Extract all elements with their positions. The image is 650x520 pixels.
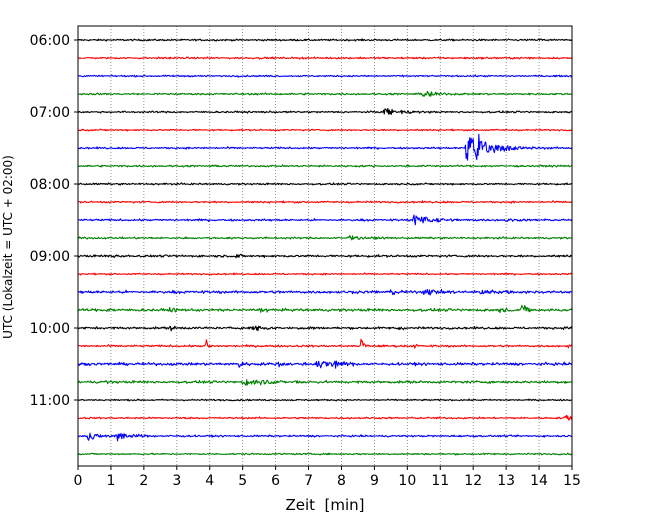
plot-frame	[77, 25, 573, 467]
x-tick-label: 10	[398, 473, 416, 489]
trace-1030	[77, 360, 573, 369]
plot-area	[78, 26, 572, 466]
y-tick-label: 11:00	[30, 393, 70, 409]
y-tick-label: 08:00	[30, 177, 70, 193]
x-tick-label: 7	[304, 473, 313, 489]
trace-0730	[77, 133, 573, 161]
trace-rows	[77, 38, 573, 456]
x-tick-label: 0	[74, 473, 83, 489]
x-tick-label: 15	[563, 473, 581, 489]
x-axis-label: Zeit [min]	[285, 496, 364, 514]
x-tick-label: 2	[139, 473, 148, 489]
trace-0845	[77, 235, 573, 241]
x-axis: 0 1 2 3 4 5 6 7 8 9 10 11 12 13 14 15	[74, 466, 581, 489]
trace-0930	[77, 288, 573, 296]
x-tick-label: 6	[271, 473, 280, 489]
y-tick-label: 10:00	[30, 321, 70, 337]
y-tick-label: 07:00	[30, 105, 70, 121]
trace-0900	[77, 253, 573, 259]
x-tick-label: 12	[464, 473, 482, 489]
trace-0630	[77, 74, 573, 78]
trace-0745	[77, 164, 573, 168]
x-tick-label: 11	[431, 473, 449, 489]
x-tick-label: 13	[497, 473, 515, 489]
trace-0800	[77, 182, 573, 186]
trace-0915	[77, 272, 573, 276]
y-axis-label: UTC (Lokalzeit = UTC + 02:00)	[1, 155, 15, 339]
trace-0830	[77, 214, 573, 226]
trace-0700	[77, 107, 573, 115]
trace-0945	[77, 305, 573, 314]
y-tick-label: 06:00	[30, 33, 70, 49]
trace-0715	[77, 128, 573, 132]
x-tick-label: 5	[238, 473, 247, 489]
y-axis: 06:00 07:00 08:00 09:00 10:00 11:00	[30, 33, 78, 409]
x-tick-label: 14	[530, 473, 548, 489]
trace-1045	[77, 379, 573, 386]
trace-0615	[77, 56, 573, 60]
grid-lines	[110, 26, 540, 466]
x-tick-label: 3	[172, 473, 181, 489]
y-tick-label: 09:00	[30, 249, 70, 265]
trace-0600	[77, 38, 573, 42]
trace-1130	[77, 432, 573, 442]
trace-1115	[77, 414, 573, 421]
x-tick-label: 9	[370, 473, 379, 489]
x-tick-label: 1	[106, 473, 115, 489]
trace-1015	[77, 338, 573, 349]
trace-1000	[77, 325, 573, 332]
trace-1100	[77, 398, 573, 402]
x-tick-label: 8	[337, 473, 346, 489]
x-tick-label: 4	[205, 473, 214, 489]
trace-0645	[77, 90, 573, 97]
trace-1145	[77, 452, 573, 456]
trace-0815	[77, 200, 573, 204]
